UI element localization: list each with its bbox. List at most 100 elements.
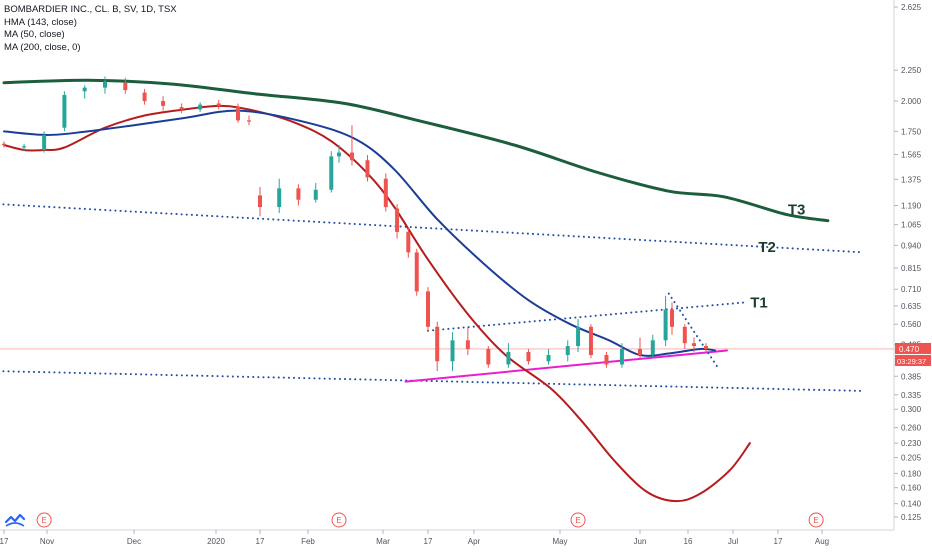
candle-body (103, 81, 107, 88)
candle-body (161, 101, 166, 106)
moving-averages-layer (2, 78, 830, 503)
price-axis[interactable]: 2.625 2.250 2.000 1.750 1.565 1.375 1.190 1.065… (0, 0, 931, 530)
price-tick-label: 0.710 (901, 285, 922, 294)
trendlines-layer (0, 203, 865, 392)
candle-body (526, 351, 531, 362)
earnings-marker-label: E (41, 516, 46, 525)
candle-body (704, 346, 708, 349)
trendline-solid-trendline (404, 349, 728, 383)
price-tick-label: 2.000 (901, 97, 922, 106)
price-tick-label: 0.180 (901, 469, 922, 478)
candle-body (619, 348, 624, 365)
candle-body (349, 152, 354, 161)
indicator-ma-50[interactable]: MA (50, close) (4, 29, 65, 40)
indicator-hma[interactable]: HMA (143, close) (4, 16, 77, 28)
candle-body (277, 188, 282, 208)
price-tick-label: 0.940 (901, 241, 922, 250)
candle-body (123, 82, 128, 91)
price-tick-label: 0.230 (901, 439, 922, 448)
time-tick-label-dec: Dec (127, 537, 141, 546)
price-tick-label: 0.205 (901, 453, 922, 462)
candle-body (450, 340, 455, 362)
candle-body (383, 178, 388, 208)
price-tick-label: 0.635 (901, 302, 922, 311)
candle-body (486, 348, 491, 365)
countdown-badge (895, 354, 931, 366)
candle-body (142, 92, 147, 102)
price-tick-label: 0.815 (901, 264, 922, 273)
last-price-label: 0.470 (899, 345, 920, 354)
candle-body (546, 355, 551, 362)
earnings-marker-label: E (813, 516, 818, 525)
trendline-dotted-trendline (667, 292, 719, 369)
candle-body (465, 340, 470, 349)
candle-body (588, 326, 593, 356)
indicator-ma-200[interactable]: MA (200, close, 0) (4, 41, 81, 53)
candle-body (365, 160, 370, 178)
candle-body (682, 326, 687, 344)
price-tick-label: 0.140 (901, 500, 922, 509)
annotation-label-t2: T2 (758, 239, 776, 256)
time-axis[interactable]: 17 Nov Dec 2020 17 Feb Mar 17 Apr May Jun 16 Jul 17 Au… (0, 512, 894, 546)
countdown-label: 03:29:37 (897, 357, 926, 366)
candle-body (395, 208, 400, 232)
earnings-marker-circle (808, 512, 824, 528)
time-tick-label-apr: Apr (468, 537, 481, 546)
candle-body (236, 107, 240, 121)
candle-body (414, 252, 419, 292)
time-tick-label-17: 17 (0, 537, 9, 546)
earnings-marker-circle (36, 512, 52, 528)
trendline-t2 (0, 203, 865, 254)
time-tick-label-jun: Jun (634, 537, 647, 546)
candle-body (426, 291, 430, 327)
candle-body (296, 188, 301, 200)
line-hma-143-close (3, 104, 751, 503)
chart-legend: BOMBARDIER INC., CL. B, SV, 1D, TSX HMA … (4, 4, 177, 54)
candle-body (670, 309, 674, 327)
candle-body (42, 135, 47, 151)
price-tick-label: 0.560 (901, 320, 922, 329)
candle-body (62, 94, 67, 128)
price-tick-label: 0.260 (901, 424, 922, 433)
annotation-label-t3: T3 (788, 202, 806, 219)
candle-body (82, 87, 87, 92)
candle-body (692, 343, 696, 347)
price-tick-label: 0.335 (901, 391, 922, 400)
price-tick-label: 0.125 (901, 513, 922, 522)
candle-body (198, 104, 203, 110)
price-tick-label: 0.300 (901, 405, 922, 414)
candle-body (565, 346, 570, 356)
time-tick-label-16: 16 (684, 537, 693, 546)
candle-body (179, 107, 184, 110)
symbol-title[interactable]: BOMBARDIER INC., CL. B, SV, 1D, TSX (4, 4, 177, 15)
price-tick-label: 2.250 (901, 66, 922, 75)
price-tick-label: 1.375 (901, 175, 922, 184)
candles-layer (2, 76, 708, 372)
time-tick-label-feb: Feb (301, 537, 315, 546)
candle-body (663, 309, 668, 341)
price-tick-label: 1.190 (901, 202, 922, 211)
candle-body (435, 326, 440, 362)
candle-body (638, 348, 642, 356)
candle-body (22, 146, 27, 148)
earnings-marker-circle (331, 512, 347, 528)
earnings-marker-label: E (575, 516, 580, 525)
time-tick-label-2020: 2020 (207, 537, 225, 546)
candle-body (258, 195, 262, 208)
candle-body (650, 340, 655, 356)
last-price-badge (895, 342, 931, 354)
candle-body (216, 103, 221, 106)
tradingview-logo-icon[interactable] (4, 508, 26, 530)
price-tick-label: 1.565 (901, 150, 922, 159)
time-tick-label-mar: Mar (376, 537, 390, 546)
line-ma-200-close-0 (2, 78, 830, 223)
price-tick-label: 2.625 (901, 3, 922, 12)
candle-body (2, 143, 6, 145)
trendline-t1 (427, 301, 746, 332)
time-tick-label-17: 17 (424, 537, 433, 546)
price-tick-label: 0.385 (901, 372, 922, 381)
candle-body (406, 231, 411, 253)
time-tick-label-may: May (552, 537, 567, 546)
